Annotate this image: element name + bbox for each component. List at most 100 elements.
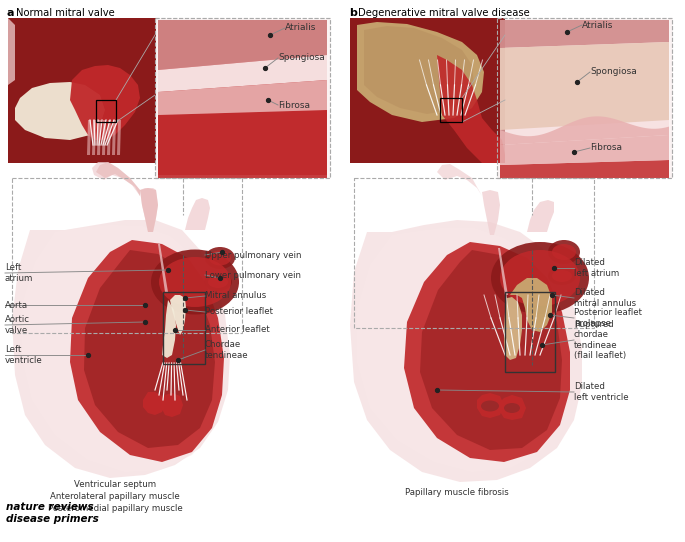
Polygon shape: [161, 393, 183, 417]
Text: Posterior leaflet
prolapse: Posterior leaflet prolapse: [574, 308, 642, 328]
Polygon shape: [357, 228, 570, 472]
Text: Spongiosa: Spongiosa: [590, 68, 637, 76]
Polygon shape: [8, 18, 15, 85]
Ellipse shape: [552, 244, 576, 260]
Polygon shape: [97, 120, 101, 155]
Polygon shape: [112, 120, 116, 155]
Polygon shape: [158, 55, 327, 92]
Text: Mitral annulus: Mitral annulus: [205, 292, 266, 300]
Text: Left
ventricle: Left ventricle: [5, 345, 42, 365]
Polygon shape: [158, 20, 327, 70]
Ellipse shape: [481, 401, 499, 411]
Polygon shape: [185, 198, 210, 230]
Ellipse shape: [205, 247, 235, 269]
Polygon shape: [102, 120, 106, 155]
Bar: [96, 100, 116, 122]
Bar: [8, 18, 156, 163]
Bar: [440, 98, 462, 122]
Text: Normal mitral valve: Normal mitral valve: [16, 8, 115, 18]
Bar: [505, 292, 555, 372]
Bar: [158, 20, 327, 178]
Bar: [155, 18, 330, 178]
Text: Aorta: Aorta: [5, 300, 28, 309]
Polygon shape: [357, 22, 484, 122]
Polygon shape: [117, 120, 121, 155]
Polygon shape: [500, 42, 669, 130]
Polygon shape: [158, 110, 327, 175]
Text: Left
atrium: Left atrium: [5, 263, 34, 283]
Ellipse shape: [204, 273, 232, 291]
Text: Atrialis: Atrialis: [285, 23, 316, 33]
Bar: [163, 292, 205, 364]
Text: Dilated
mitral annulus: Dilated mitral annulus: [574, 288, 636, 308]
Polygon shape: [107, 120, 111, 155]
Polygon shape: [140, 188, 158, 232]
Ellipse shape: [208, 276, 228, 288]
Text: Dilated
left ventricle: Dilated left ventricle: [574, 382, 629, 402]
Bar: [12, 178, 242, 333]
Polygon shape: [70, 240, 224, 462]
Polygon shape: [22, 225, 225, 472]
Text: Fibrosa: Fibrosa: [590, 144, 622, 152]
Text: b: b: [349, 8, 357, 18]
Polygon shape: [437, 55, 505, 163]
Ellipse shape: [491, 242, 589, 314]
Polygon shape: [437, 164, 482, 196]
Ellipse shape: [500, 250, 580, 306]
Polygon shape: [84, 250, 215, 448]
Polygon shape: [500, 117, 669, 145]
Ellipse shape: [151, 249, 239, 314]
Text: Degenerative mitral valve disease: Degenerative mitral valve disease: [358, 8, 530, 18]
Polygon shape: [158, 80, 327, 115]
Bar: [497, 18, 672, 178]
Text: Spongiosa: Spongiosa: [278, 54, 325, 62]
Text: Papillary muscle fibrosis: Papillary muscle fibrosis: [405, 488, 509, 497]
Text: nature reviews: nature reviews: [6, 502, 94, 512]
Text: Chordae
tendineae: Chordae tendineae: [205, 340, 249, 360]
Bar: [500, 20, 669, 178]
Text: Dilated
left atrium: Dilated left atrium: [574, 259, 619, 278]
Ellipse shape: [159, 257, 231, 307]
Polygon shape: [162, 300, 176, 358]
Polygon shape: [404, 242, 570, 462]
Polygon shape: [495, 248, 508, 295]
Text: Fibrosa: Fibrosa: [278, 100, 310, 109]
Polygon shape: [155, 244, 168, 292]
Text: Lower pulmonary vein: Lower pulmonary vein: [205, 270, 301, 280]
Polygon shape: [70, 65, 140, 140]
Polygon shape: [96, 162, 140, 196]
Text: Posterior leaflet: Posterior leaflet: [205, 307, 273, 317]
Polygon shape: [482, 190, 500, 235]
Polygon shape: [500, 20, 669, 48]
Bar: [354, 178, 594, 328]
Polygon shape: [170, 295, 186, 335]
Polygon shape: [92, 162, 140, 196]
Polygon shape: [364, 26, 474, 114]
Ellipse shape: [548, 240, 580, 264]
Polygon shape: [504, 297, 522, 360]
Bar: [155, 18, 330, 178]
Ellipse shape: [552, 270, 572, 282]
Polygon shape: [15, 25, 105, 140]
Polygon shape: [500, 160, 669, 178]
Text: Anterolateral papillary muscle: Anterolateral papillary muscle: [50, 492, 180, 501]
Text: Posteromedial papillary muscle: Posteromedial papillary muscle: [48, 504, 182, 513]
Polygon shape: [527, 200, 554, 232]
Polygon shape: [87, 120, 91, 155]
Ellipse shape: [548, 267, 576, 285]
Polygon shape: [510, 278, 552, 332]
Polygon shape: [499, 395, 526, 420]
Polygon shape: [420, 250, 562, 450]
Polygon shape: [8, 18, 156, 163]
Bar: [350, 18, 505, 163]
Bar: [497, 18, 672, 178]
Polygon shape: [92, 120, 96, 155]
Text: Anterior leaflet: Anterior leaflet: [205, 326, 270, 334]
Polygon shape: [350, 220, 582, 482]
Text: Ventricular septum: Ventricular septum: [74, 480, 156, 489]
Text: Ruptured
chordae
tendineae
(flail leaflet): Ruptured chordae tendineae (flail leafle…: [574, 320, 626, 360]
Text: Upper pulmonary vein: Upper pulmonary vein: [205, 250, 301, 260]
Text: Atrialis: Atrialis: [582, 21, 613, 29]
Text: disease primers: disease primers: [6, 514, 99, 524]
Text: Aortic
valve: Aortic valve: [5, 315, 30, 335]
